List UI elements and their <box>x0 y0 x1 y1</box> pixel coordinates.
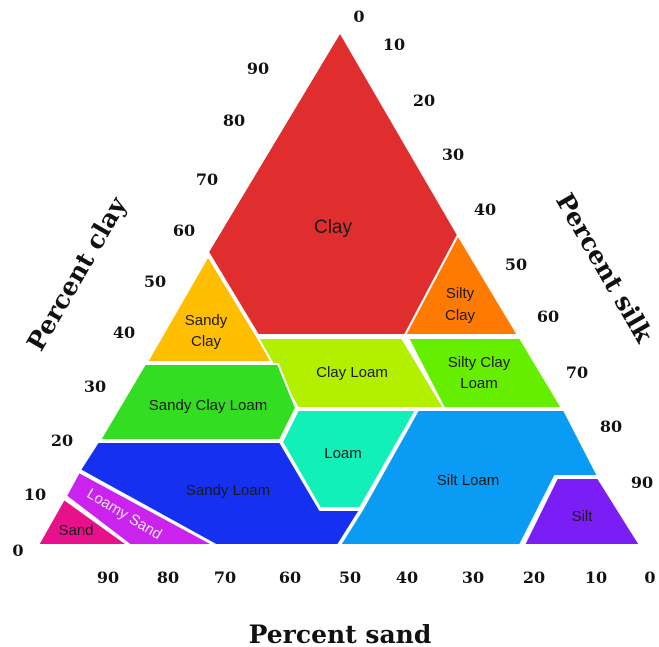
region-label: Clay <box>445 307 476 324</box>
clay-tick: 70 <box>196 170 218 189</box>
silt-tick: 90 <box>631 473 653 492</box>
region-shape <box>65 471 215 546</box>
top-corner-label: 0 <box>353 7 364 26</box>
silt-tick: 80 <box>600 417 622 436</box>
clay-tick: 30 <box>84 377 106 396</box>
silt-axis-ticks: 0 10 20 30 40 50 60 70 80 90 <box>353 7 653 492</box>
right-corner-label: 0 <box>644 568 655 587</box>
region-label: Loam <box>324 445 362 462</box>
regions: Clay Silty Clay Sandy Clay Clay Loam Sil… <box>37 31 641 546</box>
region-sandy-clay-loam: Sandy Clay Loam <box>99 363 297 441</box>
region-silt: Silt <box>523 477 641 546</box>
region-label: Sandy Loam <box>186 482 270 499</box>
region-label: Sand <box>58 522 93 539</box>
region-label: Clay <box>314 217 353 238</box>
sand-tick: 30 <box>462 568 484 587</box>
clay-tick: 40 <box>113 323 135 342</box>
region-shape <box>407 337 563 409</box>
sand-tick: 90 <box>97 568 119 587</box>
region-loam: Loam <box>281 409 417 509</box>
region-label: Silty <box>446 285 475 302</box>
region-label: Silt <box>572 508 594 525</box>
region-shape <box>281 409 417 509</box>
region-sandy-clay: Sandy Clay <box>146 255 279 363</box>
region-silty-clay: Silty Clay <box>404 234 519 336</box>
sand-tick: 80 <box>157 568 179 587</box>
silt-tick: 70 <box>566 363 588 382</box>
clay-tick: 50 <box>144 272 166 291</box>
clay-tick: 0 <box>12 541 23 560</box>
region-shape <box>79 441 361 546</box>
region-label: Silt Loam <box>437 472 500 489</box>
silt-tick: 20 <box>413 91 435 110</box>
clay-axis-ticks: 0 10 20 30 40 50 60 70 80 90 <box>12 59 269 560</box>
silt-tick: 50 <box>505 255 527 274</box>
sand-tick: 10 <box>585 568 607 587</box>
region-sand: Sand <box>37 498 129 546</box>
region-label: Silty Clay <box>448 354 511 371</box>
region-label: Sandy <box>185 312 228 329</box>
silt-tick: 10 <box>383 35 405 54</box>
region-shape <box>339 409 599 546</box>
region-label: Sandy Clay Loam <box>149 397 267 414</box>
region-shape <box>37 498 129 546</box>
sand-tick: 60 <box>279 568 301 587</box>
clay-tick: 10 <box>24 485 46 504</box>
sand-tick: 70 <box>214 568 236 587</box>
region-silty-clay-loam: Silty Clay Loam <box>407 337 563 409</box>
region-shape <box>523 477 641 546</box>
silt-tick: 30 <box>442 145 464 164</box>
sand-tick: 20 <box>523 568 545 587</box>
region-sandy-loam: Sandy Loam <box>79 441 361 546</box>
region-label: Clay <box>191 333 222 350</box>
silt-tick: 40 <box>474 200 496 219</box>
clay-tick: 60 <box>173 221 195 240</box>
silt-axis-title: Percent silk <box>550 188 659 348</box>
silt-tick: 60 <box>537 307 559 326</box>
region-silt-loam: Silt Loam <box>339 409 599 546</box>
region-label: Loam <box>460 375 498 392</box>
region-clay: Clay <box>207 31 459 336</box>
region-shape <box>207 31 459 336</box>
sand-axis-ticks: 90 80 70 60 50 40 30 20 10 0 <box>97 568 656 587</box>
clay-tick: 90 <box>247 59 269 78</box>
sand-tick: 40 <box>396 568 418 587</box>
region-label: Clay Loam <box>316 364 388 381</box>
clay-tick: 80 <box>223 111 245 130</box>
sand-axis-title: Percent sand <box>249 620 432 647</box>
region-shape <box>404 234 519 336</box>
region-shape <box>99 363 297 441</box>
sand-tick: 50 <box>339 568 361 587</box>
clay-tick: 20 <box>51 431 73 450</box>
